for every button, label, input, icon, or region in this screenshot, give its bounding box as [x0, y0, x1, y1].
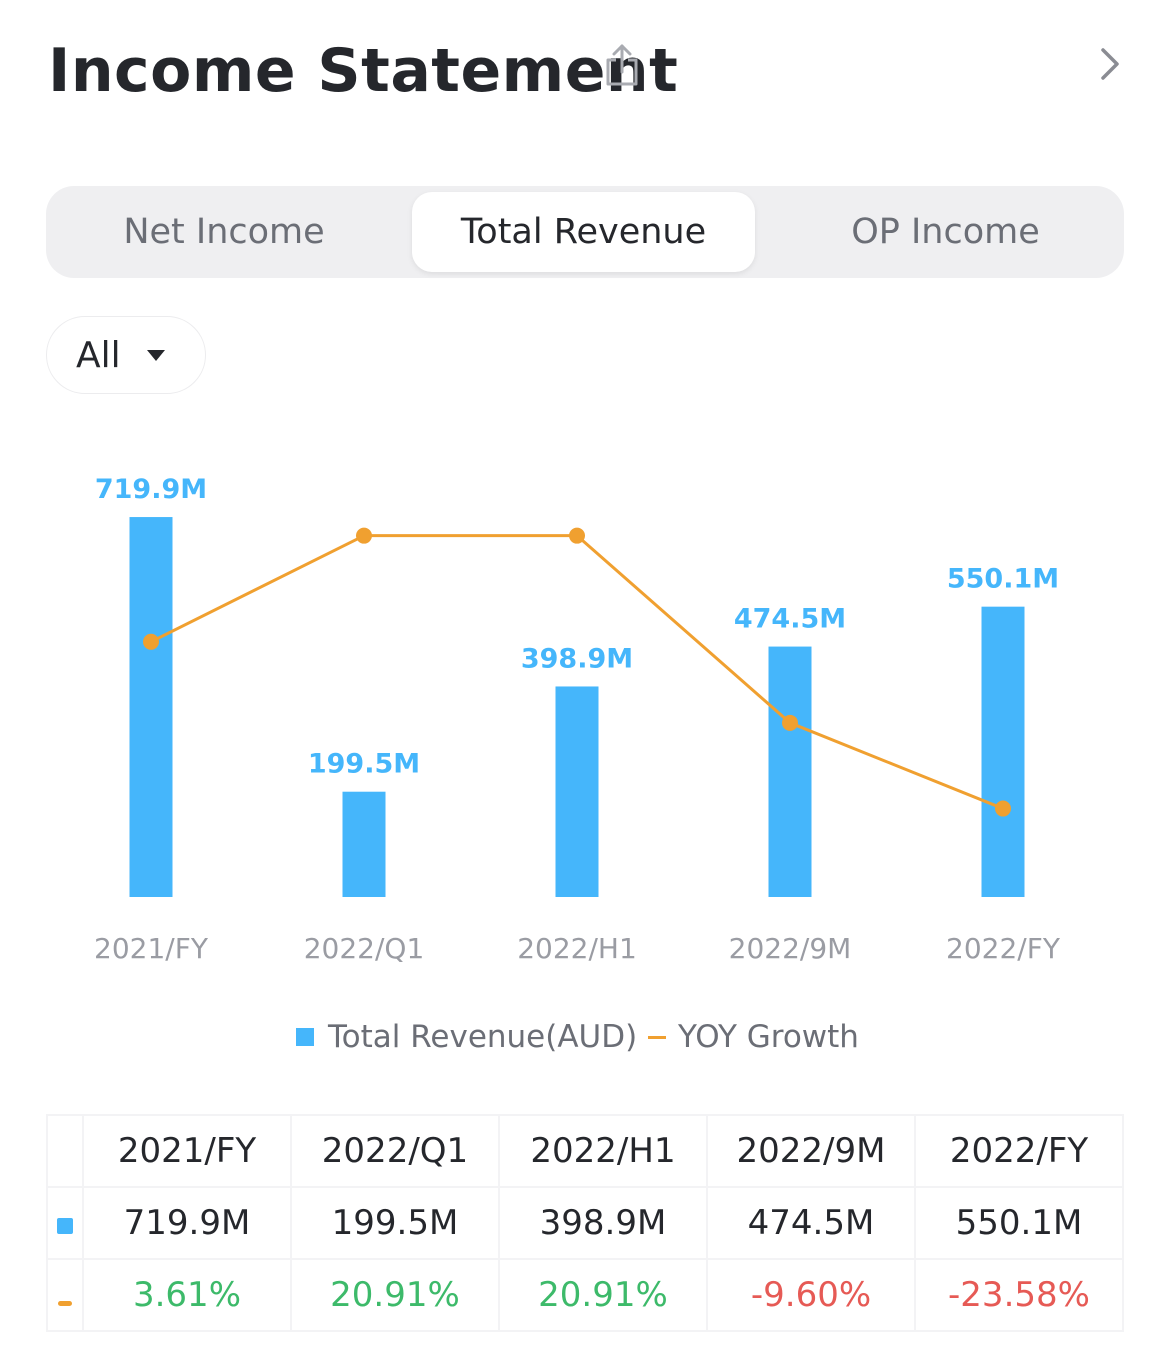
row-marker-cell — [46, 1258, 84, 1332]
yoy-point-2022/Q1 — [356, 527, 372, 544]
row-marker-cell — [46, 1186, 84, 1260]
bar-2022/FY — [981, 606, 1025, 897]
share-icon[interactable] — [602, 42, 642, 88]
legend-label-revenue: Total Revenue(AUD) — [328, 1019, 638, 1055]
bar-2022/9M — [768, 646, 812, 897]
yoy-point-2022/H1 — [569, 527, 585, 544]
tab-net-income[interactable]: Net Income — [123, 212, 325, 252]
bar-value-label: 719.9M — [95, 474, 207, 505]
table-cell: 719.9M — [82, 1186, 292, 1260]
x-tick-label: 2022/FY — [946, 932, 1061, 965]
legend-swatch-line — [648, 1035, 666, 1039]
header: Income Statement — [48, 30, 1122, 110]
table-cell: 398.9M — [498, 1186, 708, 1260]
x-tick-label: 2022/Q1 — [304, 932, 425, 965]
yoy-point-2022/9M — [782, 714, 798, 731]
yoy-point-2022/FY — [995, 800, 1011, 817]
bar-value-label: 550.1M — [947, 564, 1059, 595]
table-header-cell: 2021/FY — [82, 1114, 292, 1188]
table-cell: 20.91% — [498, 1258, 708, 1332]
table-cell: 3.61% — [82, 1258, 292, 1332]
bar-value-label: 398.9M — [521, 643, 633, 674]
table-cell: -9.60% — [706, 1258, 916, 1332]
yoy-point-2021/FY — [143, 633, 159, 650]
table-corner-cell — [46, 1114, 84, 1188]
legend-swatch-bar — [296, 1028, 314, 1046]
x-tick-label: 2022/H1 — [517, 932, 637, 965]
tab-total-revenue[interactable]: Total Revenue — [412, 192, 755, 272]
table-cell: 550.1M — [914, 1186, 1124, 1260]
revenue-marker-icon — [57, 1218, 73, 1234]
bar-2022/H1 — [555, 686, 599, 897]
chart-legend: Total Revenue(AUD) YOY Growth — [0, 1012, 1170, 1062]
period-dropdown[interactable]: All — [46, 316, 206, 394]
caret-down-icon — [146, 349, 165, 361]
table-header-row: 2021/FY 2022/Q1 2022/H1 2022/9M 2022/FY — [46, 1114, 1124, 1188]
table-header-cell: 2022/FY — [914, 1114, 1124, 1188]
table-cell: 199.5M — [290, 1186, 500, 1260]
bar-2021/FY — [129, 517, 173, 897]
table-row-growth: 3.61% 20.91% 20.91% -9.60% -23.58% — [46, 1258, 1124, 1332]
table-header-cell: 2022/H1 — [498, 1114, 708, 1188]
legend-item-revenue[interactable]: Total Revenue(AUD) — [296, 1012, 637, 1062]
bar-value-label: 474.5M — [734, 604, 846, 635]
page-title: Income Statement — [48, 36, 679, 106]
period-dropdown-label: All — [76, 334, 121, 376]
metric-tabs: Net Income Total Revenue OP Income — [46, 186, 1124, 278]
x-tick-label: 2021/FY — [94, 932, 209, 965]
bar-2022/Q1 — [342, 791, 386, 897]
chevron-right-icon[interactable] — [1098, 44, 1122, 84]
legend-label-yoy: YOY Growth — [678, 1019, 859, 1055]
table-cell: -23.58% — [914, 1258, 1124, 1332]
table-cell: 474.5M — [706, 1186, 916, 1260]
table-cell: 20.91% — [290, 1258, 500, 1332]
bar-value-label: 199.5M — [308, 749, 420, 780]
table-row-revenue: 719.9M 199.5M 398.9M 474.5M 550.1M — [46, 1186, 1124, 1260]
table-header-cell: 2022/9M — [706, 1114, 916, 1188]
data-table: 2021/FY 2022/Q1 2022/H1 2022/9M 2022/FY … — [46, 1114, 1124, 1332]
revenue-chart: 719.9M 199.5M 398.9M 474.5M 550.1M 2021/FY 202… — [94, 474, 1061, 965]
legend-item-yoy[interactable]: YOY Growth — [648, 1012, 859, 1062]
growth-marker-icon — [58, 1301, 72, 1306]
table-header-cell: 2022/Q1 — [290, 1114, 500, 1188]
x-tick-label: 2022/9M — [729, 932, 852, 965]
tab-op-income[interactable]: OP Income — [851, 212, 1040, 252]
